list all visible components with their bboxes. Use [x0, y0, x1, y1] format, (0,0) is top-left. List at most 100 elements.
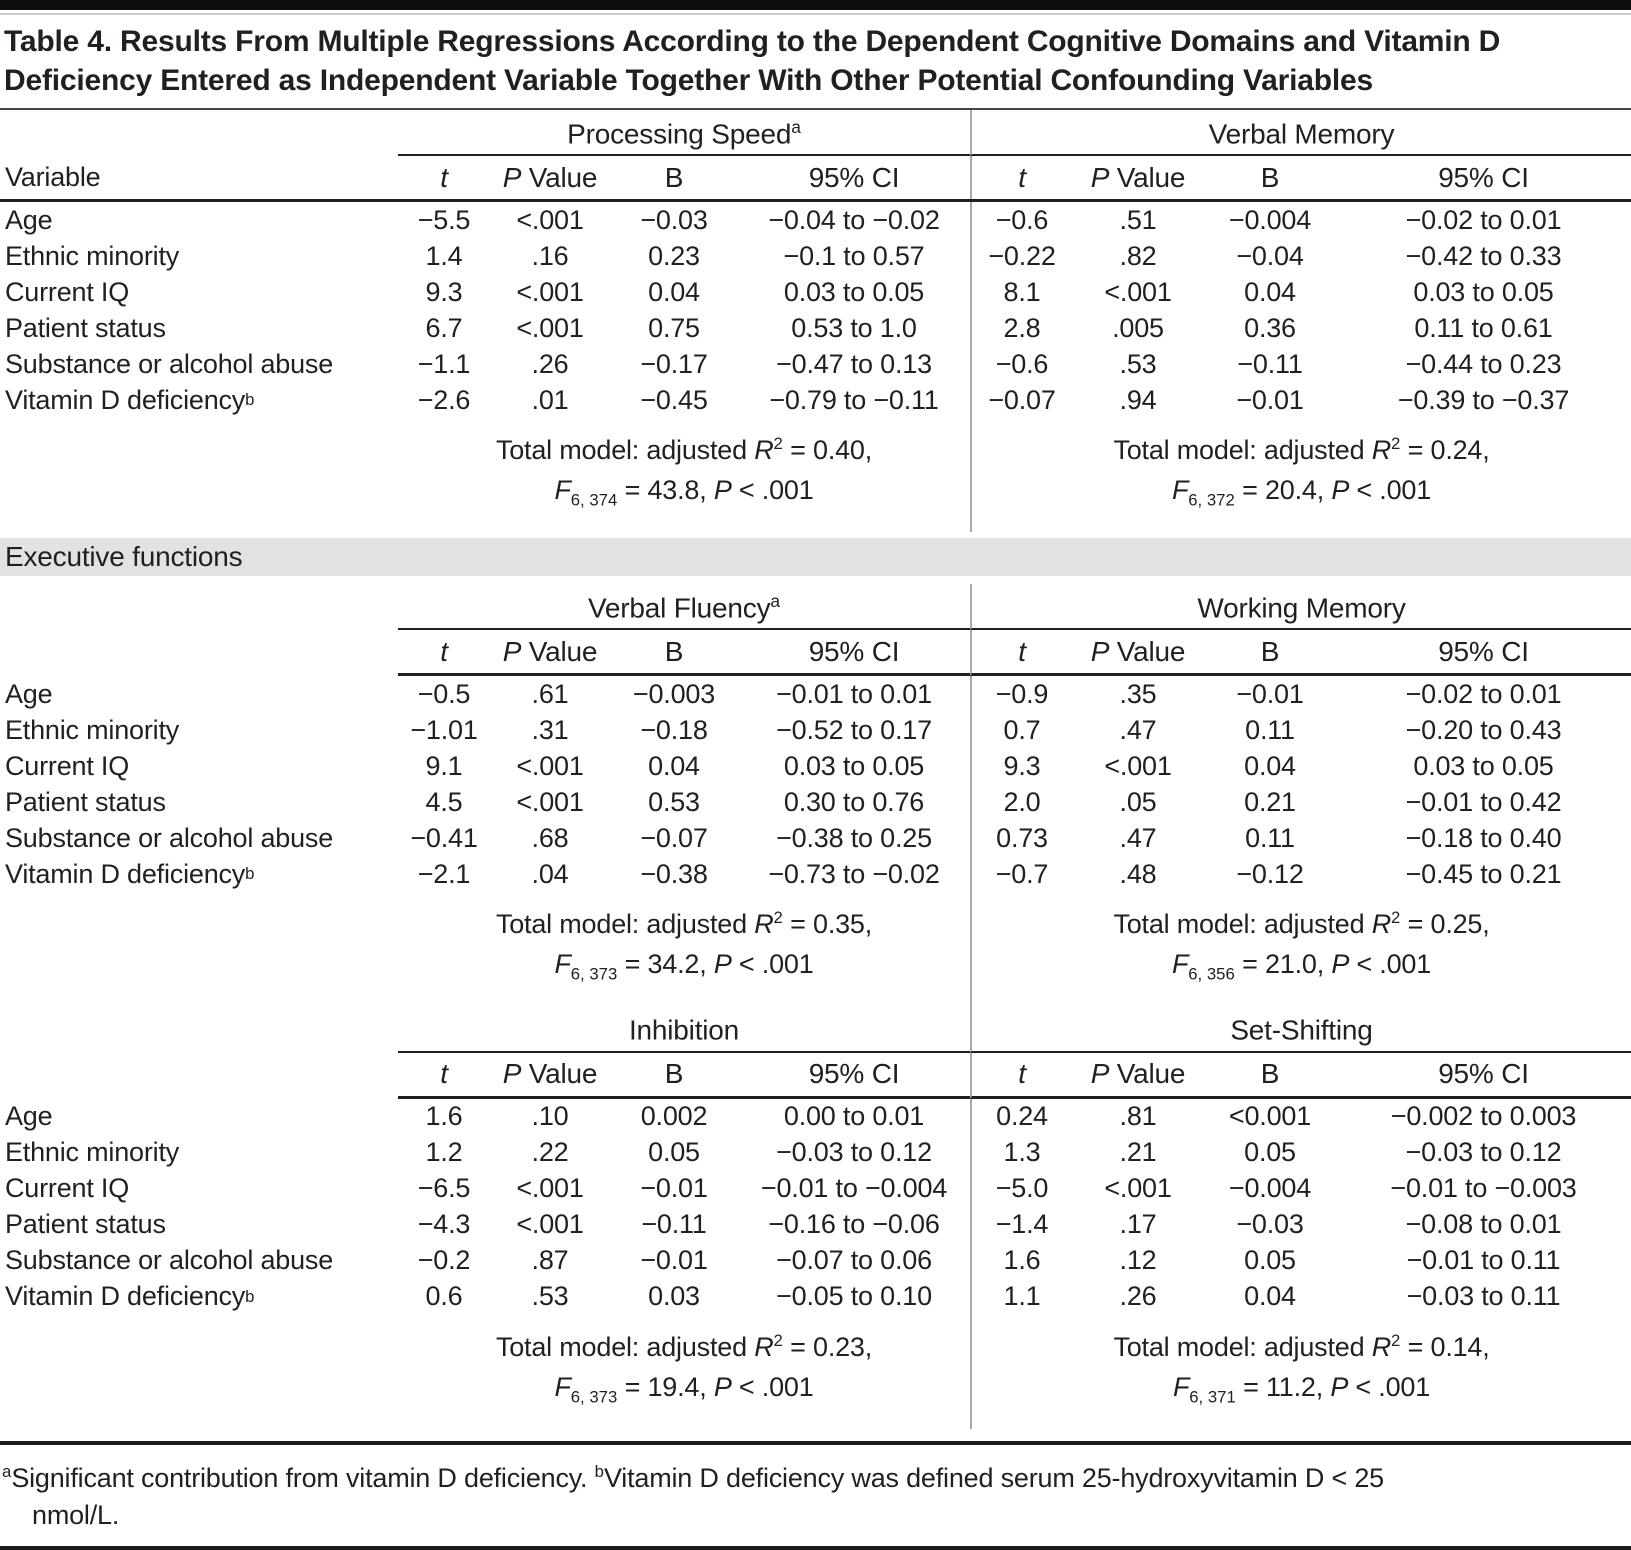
- total-model-note: Total model: adjusted R2 = 0.25, F6, 356…: [970, 892, 1631, 1007]
- column-header-variable: Variable: [5, 162, 101, 192]
- cell-b: −0.07: [640, 822, 708, 853]
- total-model-note: Total model: adjusted R2 = 0.40, F6, 374…: [495, 434, 873, 510]
- panel-title-text: Set-Shifting: [1230, 1014, 1373, 1046]
- total-model-note: Total model: adjusted R2 = 0.24, F6, 372…: [970, 418, 1631, 533]
- cell-pvalue: .47: [1119, 714, 1157, 745]
- table-row: Age 1.6 .10 0.002 0.00 to 0.01 0.24 .81 …: [0, 1098, 1631, 1135]
- cell-t: 9.3: [425, 276, 463, 307]
- cell-ci: −0.01 to −0.004: [760, 1173, 948, 1204]
- cell-t: 1.2: [425, 1137, 463, 1168]
- cell-b: −0.11: [641, 1209, 707, 1240]
- row-label: Vitamin D deficiency b: [5, 1281, 255, 1312]
- cell-pvalue: .35: [1119, 678, 1157, 709]
- cell-pvalue: <.001: [516, 750, 584, 781]
- cell-pvalue: .68: [531, 822, 569, 853]
- cell-t: −4.3: [417, 1209, 471, 1240]
- column-header-t: t: [1018, 161, 1026, 193]
- cell-b: −0.17: [640, 348, 708, 379]
- cell-b: 0.03: [648, 1281, 700, 1312]
- cell-b: 0.04: [1244, 750, 1296, 781]
- cell-pvalue: <.001: [516, 312, 584, 343]
- total-model-note: Total model: adjusted R2 = 0.14, F6, 371…: [970, 1314, 1631, 1430]
- cell-ci: −0.01 to 0.11: [1406, 1245, 1561, 1276]
- cell-pvalue: .53: [1119, 348, 1157, 379]
- cell-pvalue: .61: [531, 678, 569, 709]
- cell-pvalue: .005: [1112, 312, 1164, 343]
- footnote-line-1: aSignificant contribution from vitamin D…: [2, 1462, 1384, 1494]
- cell-t: −2.1: [417, 858, 471, 889]
- cell-b: −0.01: [1236, 678, 1304, 709]
- cell-b: 0.23: [648, 240, 700, 271]
- cell-pvalue: .81: [1119, 1101, 1157, 1132]
- cell-b: 0.04: [648, 276, 700, 307]
- cell-ci: 0.00 to 0.01: [783, 1101, 925, 1132]
- cell-t: 1.6: [425, 1101, 463, 1132]
- cell-pvalue: .53: [531, 1281, 569, 1312]
- column-header-t: t: [440, 635, 448, 667]
- cell-t: 6.7: [425, 312, 463, 343]
- cell-b: 0.21: [1244, 786, 1296, 817]
- total-model-row: Total model: adjusted R2 = 0.40, F6, 374…: [0, 418, 1631, 533]
- cell-ci: −0.38 to 0.25: [776, 822, 932, 853]
- cell-pvalue: .05: [1119, 786, 1157, 817]
- spacer: [0, 418, 398, 532]
- cell-ci: 0.03 to 0.05: [1413, 276, 1554, 307]
- column-header-pvalue: P Value: [1090, 161, 1186, 193]
- row-label: Substance or alcohol abuse: [5, 822, 334, 853]
- footnote-line-2: nmol/L.: [32, 1500, 120, 1531]
- row-label: Current IQ: [5, 1173, 130, 1204]
- row-label: Vitamin D deficiency b: [5, 384, 255, 415]
- cell-t: −0.2: [417, 1245, 471, 1276]
- row-label: Age: [5, 204, 53, 235]
- cell-pvalue: .01: [531, 384, 569, 415]
- cell-pvalue: <.001: [516, 276, 584, 307]
- spacer: [0, 630, 398, 676]
- cell-ci: −0.08 to 0.01: [1405, 1209, 1562, 1240]
- cell-pvalue: .26: [1119, 1281, 1157, 1312]
- cell-b: −0.03: [640, 204, 708, 235]
- cell-ci: −0.03 to 0.11: [1406, 1281, 1561, 1312]
- cell-b: 0.05: [1244, 1245, 1296, 1276]
- total-model-row: Total model: adjusted R2 = 0.23, F6, 373…: [0, 1314, 1631, 1430]
- panel-title-row: Verbal Fluencya Working Memory: [0, 584, 1631, 631]
- row-label: Patient status: [5, 786, 166, 817]
- cell-pvalue: .16: [531, 240, 569, 271]
- cell-ci: −0.03 to 0.12: [1405, 1137, 1562, 1168]
- cell-ci: 0.30 to 0.76: [783, 786, 925, 817]
- cell-b: −0.03: [1236, 1209, 1304, 1240]
- cell-ci: −0.42 to 0.33: [1405, 240, 1562, 271]
- cell-t: −0.9: [995, 678, 1049, 709]
- row-label: Substance or alcohol abuse: [5, 1245, 334, 1276]
- cell-pvalue: <.001: [516, 204, 584, 235]
- cell-t: 0.24: [996, 1101, 1048, 1132]
- section-header-executive-functions: Executive functions: [0, 538, 1631, 577]
- cell-pvalue: .22: [531, 1137, 569, 1168]
- cell-ci: 0.53 to 1.0: [791, 312, 917, 343]
- column-header-pvalue: P Value: [502, 161, 598, 193]
- cell-t: 1.6: [1003, 1245, 1041, 1276]
- cell-t: 8.1: [1003, 276, 1041, 307]
- cell-ci: −0.04 to −0.02: [768, 204, 940, 235]
- total-model-note: Total model: adjusted R2 = 0.23, F6, 373…: [495, 1330, 873, 1407]
- total-model-row: Total model: adjusted R2 = 0.35, F6, 373…: [0, 892, 1631, 1007]
- row-label: Ethnic minority: [5, 714, 180, 745]
- cell-b: 0.53: [648, 786, 700, 817]
- bottom-rule: [0, 1546, 1631, 1550]
- cell-t: −5.5: [417, 204, 471, 235]
- cell-b: −0.38: [640, 858, 708, 889]
- cell-b: −0.01: [1236, 384, 1304, 415]
- table-row: Substance or alcohol abuse −1.1 .26 −0.1…: [0, 346, 1631, 382]
- cell-pvalue: <.001: [516, 786, 584, 817]
- spacer: [0, 584, 398, 630]
- spacer: [0, 892, 398, 1006]
- row-label: Ethnic minority: [5, 1137, 180, 1168]
- cell-b: −0.01: [640, 1245, 708, 1276]
- cell-ci: −0.002 to 0.003: [1390, 1101, 1577, 1132]
- top-sub-rule: [0, 13, 1631, 15]
- cell-t: −0.5: [417, 678, 471, 709]
- cell-b: −0.45: [640, 384, 708, 415]
- row-label: Vitamin D deficiency b: [5, 858, 255, 889]
- spacer: [0, 1053, 398, 1099]
- panel-title-set-shifting: Set-Shifting: [970, 1006, 1631, 1053]
- spacer: [0, 110, 398, 156]
